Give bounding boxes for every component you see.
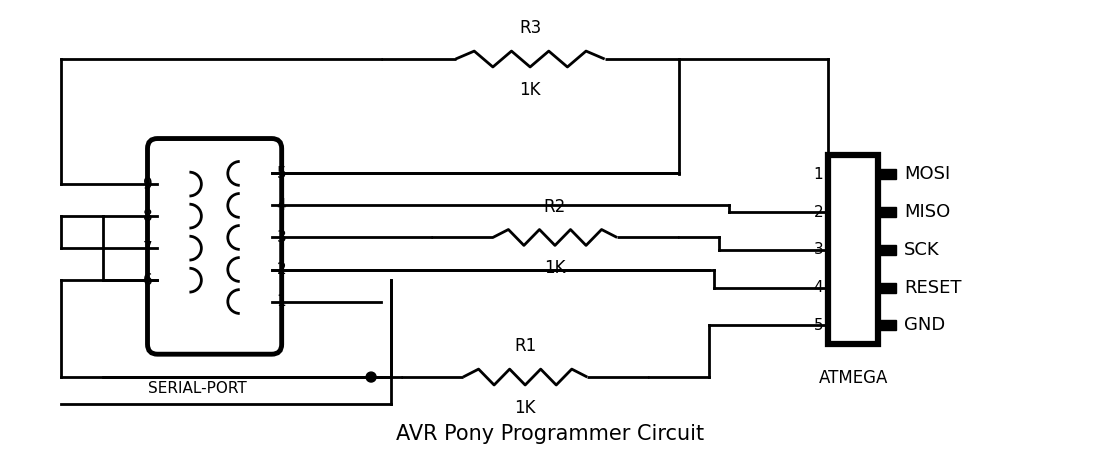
Text: 5: 5 xyxy=(814,318,824,333)
Bar xyxy=(877,169,896,179)
Text: SERIAL-PORT: SERIAL-PORT xyxy=(148,382,247,396)
Bar xyxy=(877,245,896,255)
Text: 8: 8 xyxy=(143,209,152,224)
Bar xyxy=(877,320,896,330)
Circle shape xyxy=(367,372,377,382)
Text: 1K: 1K xyxy=(544,259,566,277)
Text: 1: 1 xyxy=(814,167,824,182)
Text: 4: 4 xyxy=(276,198,286,213)
Text: 9: 9 xyxy=(143,176,152,192)
Text: SCK: SCK xyxy=(904,241,939,259)
Text: 1K: 1K xyxy=(514,399,536,417)
Text: 4: 4 xyxy=(814,280,824,295)
Text: 5: 5 xyxy=(276,166,286,181)
Text: 1K: 1K xyxy=(520,81,541,99)
Text: R1: R1 xyxy=(514,337,536,355)
Text: RESET: RESET xyxy=(904,279,961,297)
Text: ATMEGA: ATMEGA xyxy=(818,369,887,387)
Text: 2: 2 xyxy=(276,262,286,277)
Text: AVR Pony Programmer Circuit: AVR Pony Programmer Circuit xyxy=(396,424,704,444)
Text: MISO: MISO xyxy=(904,203,950,221)
Text: R3: R3 xyxy=(519,19,542,37)
Text: GND: GND xyxy=(904,316,945,334)
Text: R2: R2 xyxy=(544,198,566,216)
Bar xyxy=(828,155,877,344)
Text: 3: 3 xyxy=(814,243,824,257)
Text: 6: 6 xyxy=(143,273,152,288)
Text: 1: 1 xyxy=(276,294,286,309)
Bar xyxy=(877,207,896,217)
Text: MOSI: MOSI xyxy=(904,165,950,183)
Text: 3: 3 xyxy=(276,230,286,245)
Bar xyxy=(877,283,896,293)
Text: 7: 7 xyxy=(143,241,152,256)
Text: 2: 2 xyxy=(814,205,824,220)
